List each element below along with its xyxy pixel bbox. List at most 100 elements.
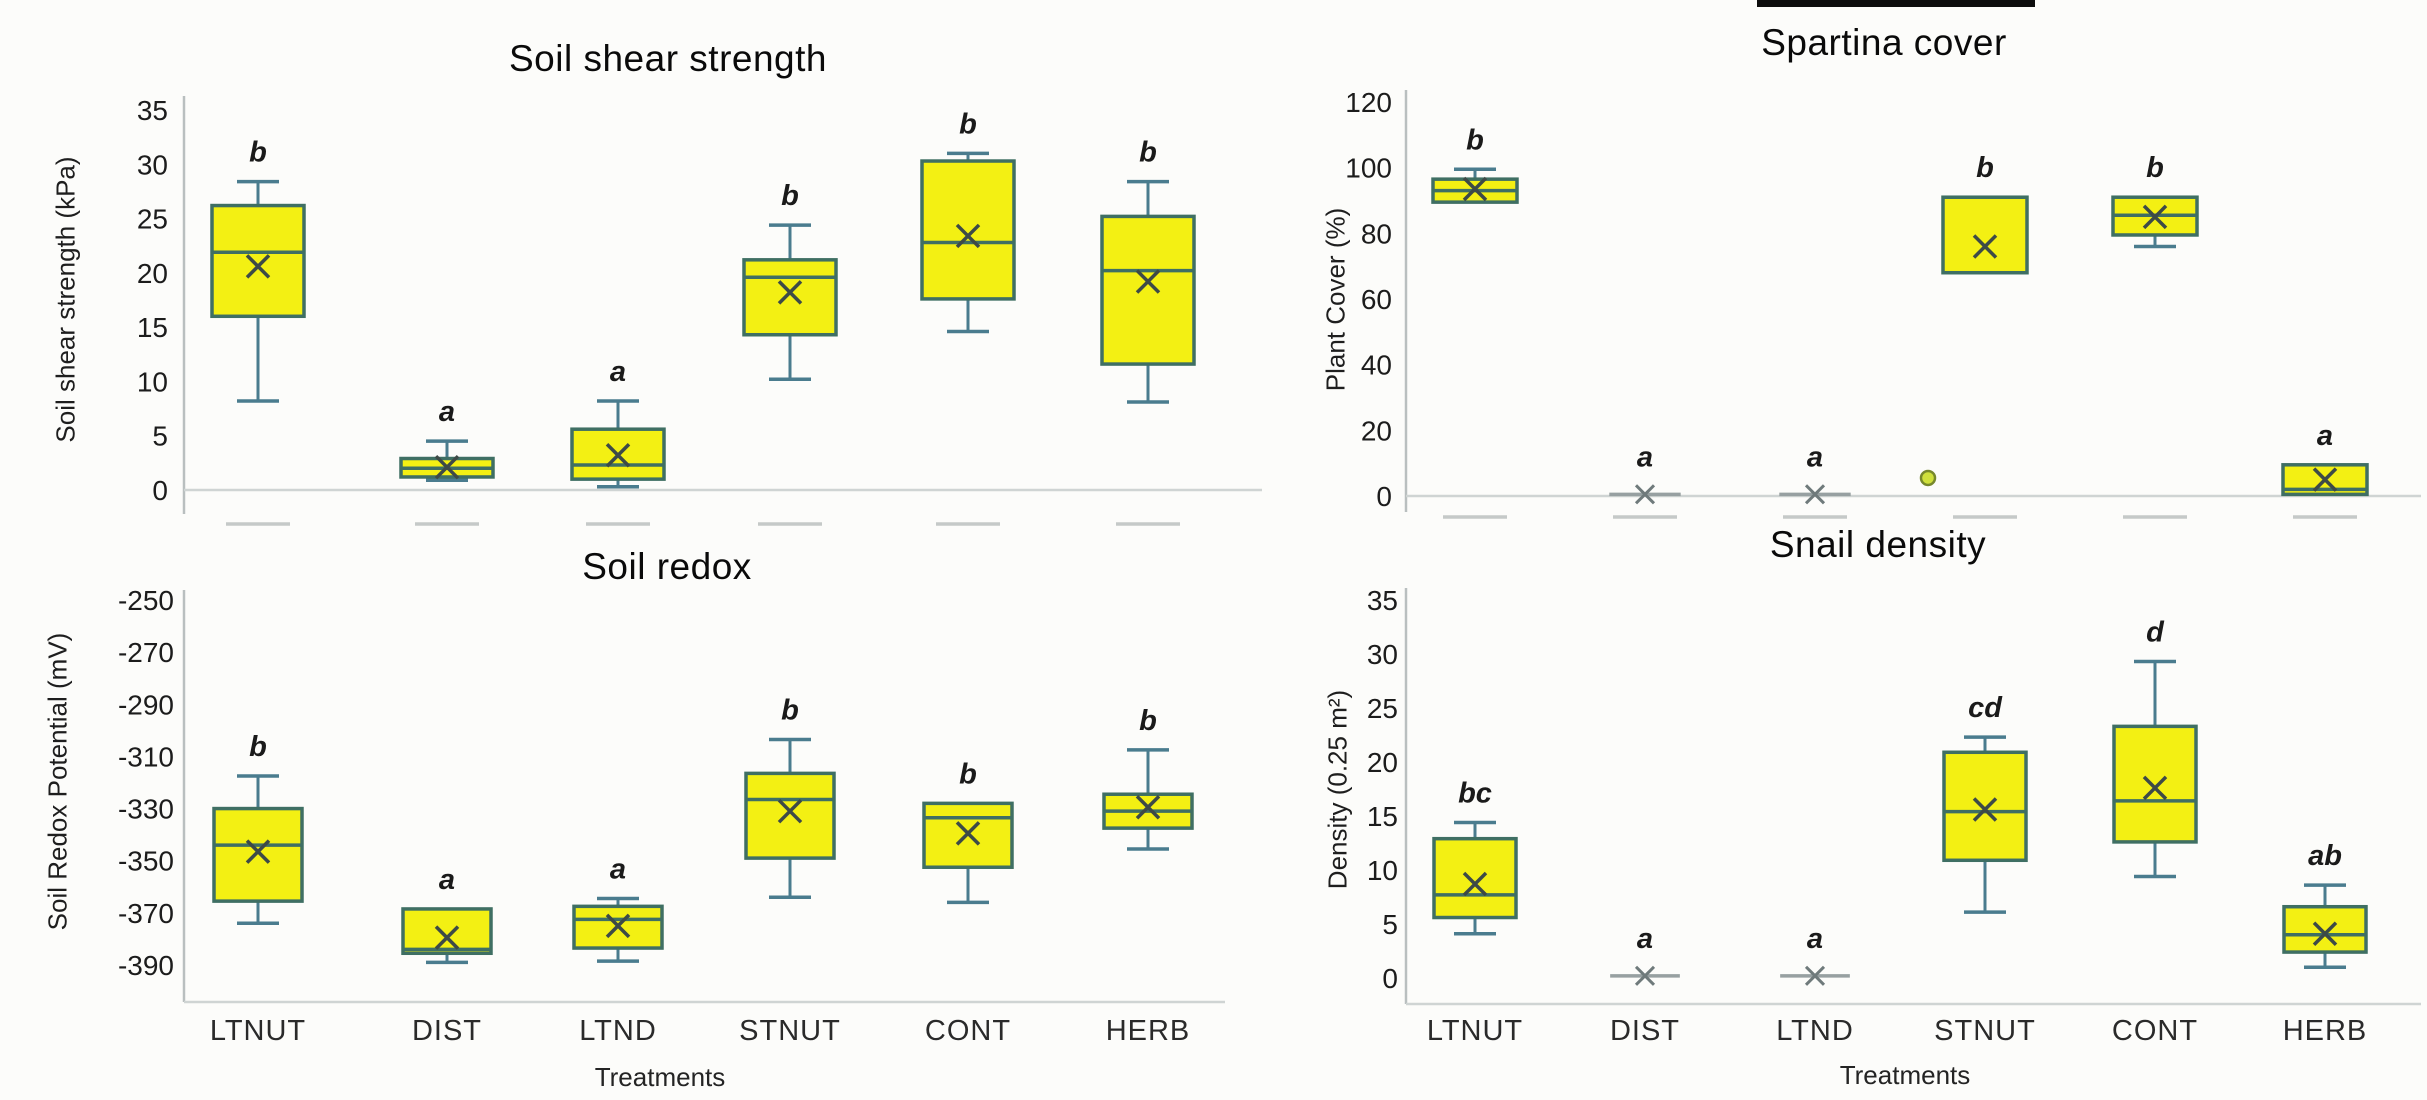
- y-tick-label: 120: [1345, 87, 1392, 118]
- y-tick-label: 20: [1361, 415, 1392, 446]
- x-category-label: DIST: [412, 1015, 482, 1047]
- iqr-box: [744, 771, 836, 860]
- significance-letter: ab: [2308, 840, 2342, 872]
- box-cont: b: [920, 108, 1016, 334]
- mean-x-marker: [1135, 269, 1161, 294]
- significance-letter: a: [439, 396, 455, 428]
- mean-x-marker: [2142, 204, 2168, 230]
- box-herb: a: [2281, 420, 2369, 497]
- y-tick-label: 20: [1367, 747, 1398, 778]
- mean-x-marker: [434, 454, 460, 480]
- mean-x-marker: [605, 443, 631, 468]
- iqr-box: [1100, 214, 1196, 366]
- panel-title-snail-density: Snail density: [1769, 524, 1987, 565]
- panel-3-group: 35 30 25 20 15 10 5 0 bc a a cd d ab LTNUT DIST LTND STNU…: [1367, 585, 2421, 1047]
- y-tick-label: 80: [1361, 218, 1392, 249]
- y-tick-label: -290: [118, 689, 174, 720]
- mean-x-marker: [777, 798, 803, 824]
- box-dist: a: [1610, 923, 1680, 986]
- box-cont: b: [922, 758, 1014, 905]
- mean-x-marker: [434, 925, 460, 950]
- box-dist: a: [401, 864, 493, 965]
- significance-letter: b: [1139, 137, 1157, 169]
- x-axis-label-treatments-right: Treatments: [1839, 1060, 1971, 1090]
- significance-letter: b: [781, 694, 799, 726]
- iqr-box: [1432, 836, 1518, 920]
- box-ltnd: a: [1780, 923, 1850, 986]
- significance-letter: a: [1807, 923, 1823, 955]
- significance-letter: a: [610, 854, 626, 886]
- y-tick-label: 30: [137, 149, 168, 180]
- x-category-label: STNUT: [739, 1015, 841, 1047]
- x-axis-label-treatments-left: Treatments: [594, 1062, 726, 1092]
- mean-x-marker: [245, 254, 271, 279]
- significance-letter: cd: [1968, 692, 2003, 724]
- significance-letter: bc: [1458, 777, 1492, 809]
- y-tick-label: 15: [1367, 801, 1398, 832]
- significance-letter: b: [781, 180, 799, 212]
- mean-x-marker: [1804, 965, 1826, 986]
- mean-x-marker: [2312, 921, 2338, 946]
- significance-letter: b: [1139, 705, 1157, 737]
- mean-x-marker: [1972, 797, 1998, 822]
- y-tick-label: 35: [1367, 585, 1398, 616]
- panel-0-group: 35 30 25 20 15 10 5 0 b a a b b b: [137, 95, 1262, 526]
- y-tick-label: -310: [118, 741, 174, 772]
- y-tick-label: 0: [1382, 963, 1398, 994]
- iqr-box: [2282, 904, 2368, 954]
- box-cont: b: [2111, 152, 2199, 249]
- box-ltnut: b: [212, 731, 304, 926]
- mean-x-marker: [1462, 176, 1488, 202]
- mean-x-marker: [1804, 484, 1826, 505]
- box-dist: a: [1609, 441, 1681, 505]
- x-category-label: STNUT: [1934, 1015, 2036, 1047]
- y-tick-label: 5: [152, 421, 168, 452]
- box-ltnut: b: [210, 137, 306, 403]
- mean-x-marker: [1135, 795, 1161, 820]
- box-stnut: b: [1919, 152, 2029, 487]
- box-herb: b: [1100, 137, 1196, 404]
- box-ltnd: a: [1779, 441, 1851, 505]
- y-axis-label-soil-redox: Soil Redox Potential (mV): [42, 632, 73, 931]
- x-category-label: DIST: [1610, 1015, 1680, 1047]
- significance-letter: b: [2146, 152, 2164, 184]
- y-tick-label: 25: [1367, 693, 1398, 724]
- significance-letter: b: [1976, 152, 1994, 184]
- significance-letter: d: [2146, 617, 2165, 649]
- x-category-label: LTNUT: [210, 1015, 306, 1047]
- x-category-label: CONT: [925, 1015, 1011, 1047]
- significance-letter: a: [1807, 441, 1823, 473]
- mean-x-marker: [777, 280, 803, 305]
- box-stnut: b: [744, 694, 836, 899]
- mean-x-marker: [1972, 234, 1998, 259]
- y-tick-label: 15: [137, 312, 168, 343]
- y-tick-label: 100: [1345, 153, 1392, 184]
- y-tick-label: 20: [137, 258, 168, 289]
- mean-x-marker: [955, 821, 981, 846]
- y-tick-label: -330: [118, 794, 174, 825]
- box-ltnut: bc: [1432, 777, 1518, 936]
- x-category-label: HERB: [2283, 1015, 2368, 1047]
- mean-x-marker: [245, 839, 271, 864]
- significance-letter: a: [1637, 441, 1653, 473]
- outlier-point: [1919, 469, 1937, 487]
- panel-title-soil-shear-strength: Soil shear strength: [508, 38, 828, 79]
- mean-x-marker: [1634, 484, 1656, 505]
- mean-x-marker: [1634, 965, 1656, 986]
- y-tick-label: 0: [152, 475, 168, 506]
- mean-x-marker: [955, 223, 981, 249]
- iqr-box: [401, 907, 493, 956]
- significance-letter: b: [1466, 124, 1484, 156]
- panel-2-group: -250 -270 -290 -310 -330 -350 -370 -390 b a a b b b LT…: [118, 585, 1225, 1047]
- x-category-label: CONT: [2112, 1015, 2198, 1047]
- panel-1-group: 120 100 80 60 40 20 0 b a a b b a: [1345, 0, 2421, 519]
- y-axis-label-soil-shear: Soil shear strength (kPa): [50, 156, 81, 443]
- x-category-label: HERB: [1106, 1015, 1191, 1047]
- iqr-box: [920, 159, 1016, 301]
- crop-artifact-line: [1757, 0, 2035, 7]
- y-tick-label: 10: [137, 366, 168, 397]
- iqr-box: [210, 203, 306, 319]
- y-tick-label: 5: [1382, 909, 1398, 940]
